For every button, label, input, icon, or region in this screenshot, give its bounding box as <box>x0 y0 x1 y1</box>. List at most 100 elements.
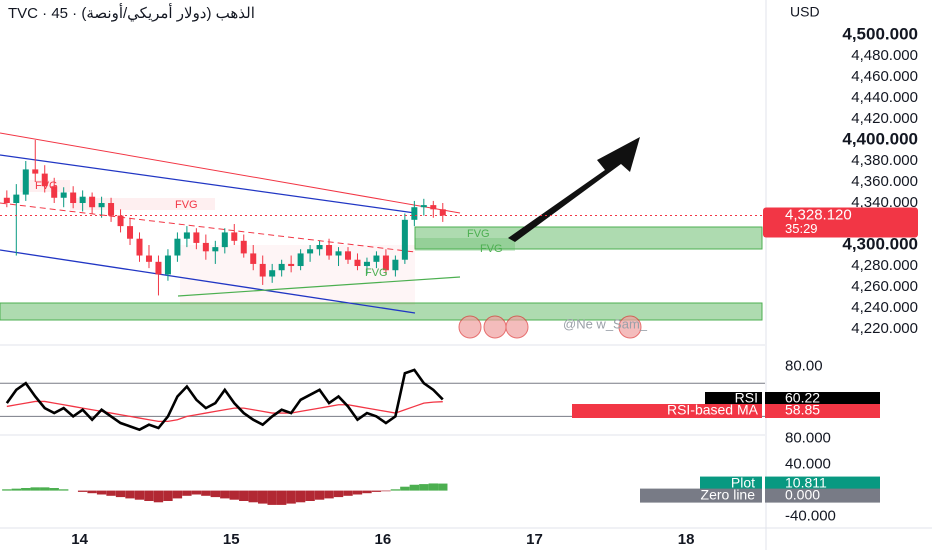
y-tick-label: 40.000 <box>785 456 831 473</box>
y-tick-label: 80.00 <box>785 358 823 375</box>
candle-body <box>212 247 219 252</box>
candle-body <box>145 255 152 262</box>
candle-body <box>354 259 361 267</box>
fvg-label: FVG <box>365 267 388 279</box>
tag-box <box>700 476 762 491</box>
channel-line <box>0 154 416 214</box>
y-tick-label: 4,280.000 <box>851 257 918 274</box>
support-line <box>177 276 461 297</box>
histogram-bar <box>125 490 135 499</box>
histogram-bar <box>96 490 107 495</box>
y-tick-label: 4,340.000 <box>851 194 918 211</box>
candle-body <box>307 249 314 254</box>
histogram-bar <box>21 488 31 491</box>
tag-box <box>640 488 762 503</box>
series-name: Plot <box>731 474 755 490</box>
candle-body <box>278 263 285 271</box>
tag-box <box>705 392 762 406</box>
candle-body <box>89 196 96 208</box>
histogram-bar <box>49 488 59 491</box>
histogram-bar <box>419 484 429 491</box>
candle-body <box>250 253 257 264</box>
histogram-bar <box>201 490 211 496</box>
x-tick-label: 18 <box>678 531 695 548</box>
histogram-bar <box>58 489 69 491</box>
histogram-bar <box>295 490 306 503</box>
candle-body <box>335 251 342 256</box>
histogram-bar <box>286 490 296 504</box>
candle-body <box>297 253 304 267</box>
series-last-value: 58.85 <box>785 402 820 418</box>
x-tick-label: 15 <box>223 531 240 548</box>
candle-body <box>326 245 333 256</box>
histogram-bar <box>248 490 258 503</box>
candle-body <box>3 197 10 204</box>
zero-line-label: 0.000 <box>785 486 820 502</box>
zero-line-name: Zero line <box>701 486 756 502</box>
tag-box <box>765 392 880 406</box>
histogram-bar <box>305 490 315 501</box>
y-tick-label: 4,220.000 <box>851 320 918 337</box>
histogram-bar <box>324 490 334 499</box>
candle-body <box>202 242 209 252</box>
histogram-bar <box>390 489 401 491</box>
x-tick-label: 17 <box>526 531 543 548</box>
candle-body <box>136 238 143 256</box>
tag-box <box>765 476 880 491</box>
series-name: RSI-based MA <box>667 402 759 418</box>
histogram-bar <box>229 490 239 500</box>
series-last-value: 60.22 <box>785 390 820 406</box>
y-tick-label: 4,360.000 <box>851 173 918 190</box>
currency: USD <box>790 4 820 20</box>
candle-body <box>32 169 39 174</box>
tag-box <box>572 404 762 418</box>
candle-body <box>41 173 48 187</box>
candle-body <box>316 245 323 250</box>
y-tick-label: 4,420.000 <box>851 110 918 127</box>
candle-body <box>363 261 370 267</box>
histogram-bar <box>172 490 183 499</box>
histogram-bar <box>77 490 88 492</box>
histogram-bar <box>163 490 173 501</box>
histogram-bar <box>438 483 448 491</box>
zone <box>415 238 515 251</box>
candle-body <box>117 215 124 227</box>
fvg-label: FVG <box>175 199 198 211</box>
y-tick-label: 80.000 <box>785 430 831 447</box>
candle-body <box>373 255 380 262</box>
histogram-bar <box>115 490 126 498</box>
candle-body <box>155 261 162 275</box>
zone <box>0 302 763 321</box>
histogram-bar <box>352 490 363 495</box>
watermark-icons <box>458 315 642 339</box>
candle-body <box>382 255 389 271</box>
histogram-bar <box>30 487 40 491</box>
histogram-bar <box>2 489 12 491</box>
candle-body <box>430 205 437 210</box>
histogram-bar <box>381 490 391 492</box>
candle-body <box>108 203 115 216</box>
y-tick-label: 4,440.000 <box>851 89 918 106</box>
histogram-bar <box>343 490 353 496</box>
candle-body <box>401 219 408 260</box>
series-name: RSI <box>735 390 758 406</box>
candle-body <box>98 203 105 208</box>
candle-body <box>231 232 238 241</box>
rsi-line <box>5 368 444 432</box>
histogram-bar <box>144 490 154 501</box>
histogram-bar <box>333 490 344 498</box>
histogram-bar <box>11 488 22 491</box>
x-tick-label: 14 <box>71 531 88 548</box>
y-tick-label: 4,380.000 <box>851 152 918 169</box>
y-tick-label: -40.000 <box>785 508 836 525</box>
candle-body <box>70 192 77 204</box>
zone <box>414 226 763 250</box>
y-tick-label: 4,260.000 <box>851 278 918 295</box>
tag-box <box>765 488 880 503</box>
candle-body <box>269 270 276 277</box>
series-last-value: 10.811 <box>785 474 827 490</box>
histogram-bar <box>220 490 230 499</box>
last-price-tag <box>763 207 918 238</box>
